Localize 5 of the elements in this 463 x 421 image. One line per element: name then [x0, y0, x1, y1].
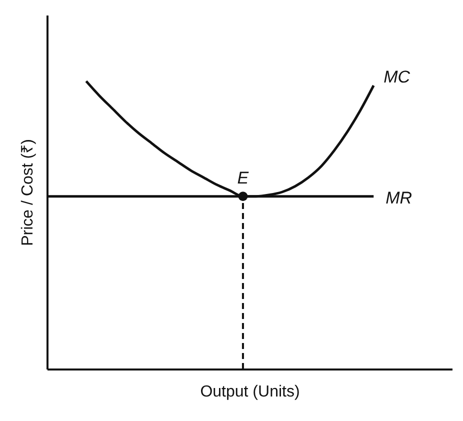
- y-axis-title: Price / Cost (₹): [20, 139, 36, 246]
- series-label: MC: [384, 68, 411, 87]
- series-label: MR: [386, 188, 412, 208]
- annotation: E: [237, 168, 250, 188]
- x-axis-title: Output (Units): [200, 384, 300, 400]
